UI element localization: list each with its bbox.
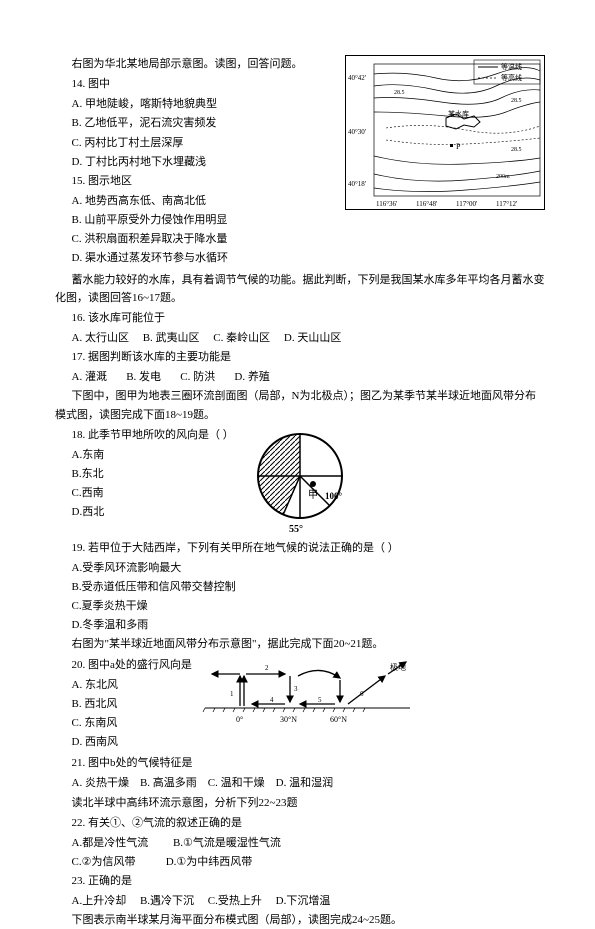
- q15-stem: 15. 图示地区: [55, 172, 325, 190]
- n1: 1: [230, 690, 234, 698]
- lat-top: 40°42': [348, 74, 366, 82]
- q21-c: C. 温和干燥: [208, 777, 265, 789]
- intro-3: 下图中，图甲为地表三圈环流剖面图（局部，N为北极点）；图乙为某季节某半球近地面风…: [55, 387, 545, 423]
- q20-d: D. 西南风: [55, 733, 545, 751]
- q21-d: D. 温和湿润: [276, 777, 333, 789]
- n2: 2: [265, 664, 269, 672]
- q23-stem: 23. 正确的是: [55, 872, 545, 890]
- q18-d: D.西北: [55, 503, 235, 521]
- q23-opts: A.上升冷却 B.遇冷下沉 C.受热上升 D.下沉增温: [55, 892, 545, 910]
- q21-stem: 21. 图中b处的气候特征是: [55, 754, 545, 772]
- q14-c: C. 丙村比丁村土层深厚: [55, 134, 325, 152]
- cv1: 28.5: [394, 90, 405, 96]
- q23-b: B.遇冷下沉: [140, 895, 194, 907]
- q19-b: B.受赤道低压带和信风带交替控制: [55, 578, 545, 596]
- q18-c: C.西南: [55, 484, 235, 502]
- q21-b: B. 高温多雨: [140, 777, 197, 789]
- q14-d: D. 丁村比丙村地下水埋藏浅: [55, 153, 325, 171]
- q23-a: A.上升冷却: [72, 895, 127, 907]
- q16-d: D. 天山山区: [284, 332, 341, 344]
- intro-2: 蓄水能力较好的水库，具有着调节气候的功能。据此判断，下列是我国某水库多年平均各月…: [55, 271, 545, 307]
- q20-stem: 20. 图中a处的盛行风向是: [55, 656, 195, 674]
- q20-a: A. 东北风: [55, 676, 195, 694]
- figure-contour-map: 等温线 等高线 40°42' 40°30' 40°18' 116°36' 116…: [345, 55, 545, 210]
- q19-stem: 19. 若甲位于大陆西岸，下列有关甲所在地气候的说法正确的是（ ）: [55, 539, 545, 557]
- q15-c: C. 洪积扇面积差异取决于降水量: [55, 230, 545, 248]
- n4: 4: [270, 696, 274, 704]
- q16-a: A. 太行山区: [72, 332, 129, 344]
- reservoir-label: 某水库: [448, 109, 469, 118]
- sixty-label: 60°N: [330, 715, 347, 724]
- q22-d: D.①为中纬西风带: [166, 856, 253, 868]
- q16-opts: A. 太行山区 B. 武夷山区 C. 秦岭山区 D. 天山山区: [55, 329, 545, 347]
- q20-b: B. 西北风: [55, 695, 195, 713]
- lon-d: 117°12': [496, 200, 517, 208]
- q21-a: A. 炎热干燥: [72, 777, 129, 789]
- legend-contour: 等高线: [501, 73, 522, 82]
- q22-b: B.①气流是暖湿性气流: [173, 837, 281, 849]
- cv2: 28.5: [511, 98, 522, 104]
- q15-b: B. 山前平原受外力侵蚀作用明显: [55, 211, 545, 229]
- n3: 3: [294, 685, 298, 693]
- q22-ab: A.都是冷性气流 B.①气流是暖湿性气流: [55, 834, 545, 852]
- q18-stem: 18. 此季节甲地所吹的风向是（ ）: [55, 426, 235, 444]
- intro-1: 右图为华北某地局部示意图。读图，回答问题。: [55, 55, 325, 73]
- angle-55: 55°: [289, 524, 303, 535]
- q14-b: B. 乙地低平，泥石流灾害频发: [55, 114, 325, 132]
- q18-b: B.东北: [55, 465, 235, 483]
- q17-a: A. 灌溉: [72, 371, 107, 383]
- cv3: 28.5: [511, 147, 522, 153]
- q17-d: D. 养殖: [234, 371, 269, 383]
- q23-d: D.下沉增温: [276, 895, 331, 907]
- q22-a: A.都是冷性气流: [72, 837, 149, 849]
- q17-opts: A. 灌溉 B. 发电 C. 防洪 D. 养殖: [55, 368, 545, 386]
- q17-b: B. 发电: [126, 371, 161, 383]
- q23-c: C.受热上升: [208, 895, 262, 907]
- q19-a: A.受季风环流影响最大: [55, 559, 545, 577]
- angle-100: 100°: [325, 491, 343, 501]
- q19-d: D.冬季温和多雨: [55, 616, 545, 634]
- figure-circle: 甲 100° 55°: [245, 426, 355, 536]
- q21-opts: A. 炎热干燥 B. 高温多雨 C. 温和干燥 D. 温和湿润: [55, 774, 545, 792]
- q17-stem: 17. 据图判断该水库的主要功能是: [55, 348, 545, 366]
- q14-stem: 14. 图中: [55, 75, 325, 93]
- q14-a: A. 甲地陡峻，喀斯特地貌典型: [55, 95, 325, 113]
- elev: 200m: [496, 174, 510, 180]
- lat-mid: 40°30': [348, 128, 366, 136]
- q18-a: A.东南: [55, 446, 235, 464]
- q22-cd: C.②为信风带 D.①为中纬西风带: [55, 853, 545, 871]
- lon-b: 116°48': [416, 200, 437, 208]
- q17-c: C. 防洪: [180, 371, 215, 383]
- intro-5: 读北半球中高纬环流示意图，分析下列22~23题: [55, 794, 545, 812]
- eq-label: 0°: [236, 715, 243, 724]
- q16-stem: 16. 该水库可能位于: [55, 309, 545, 327]
- block-circle: 甲 100° 55° 18. 此季节甲地所吹的风向是（ ） A.东南 B.东北 …: [55, 426, 545, 536]
- lat-bot: 40°18': [348, 180, 366, 188]
- q16-c: C. 秦岭山区: [213, 332, 270, 344]
- thirty-label: 30°N: [280, 715, 297, 724]
- block-cell: 0° 30°N 60°N 极地 1 2 3 4 5 6 20. 图中a处的盛行风…: [55, 656, 545, 752]
- q16-b: B. 武夷山区: [143, 332, 200, 344]
- point-p: P: [456, 142, 461, 151]
- lon-a: 116°36': [376, 200, 397, 208]
- figure-cells: 0° 30°N 60°N 极地 1 2 3 4 5 6: [200, 656, 420, 726]
- polar-label: 极地: [390, 662, 406, 672]
- intro-4: 右图为"某半球近地面风带分布示意图"，据此完成下面20~21题。: [55, 635, 545, 653]
- q19-c: C.夏季炎热干燥: [55, 597, 545, 615]
- q15-a: A. 地势西高东低、南高北低: [55, 192, 325, 210]
- q20-c: C. 东南风: [55, 714, 195, 732]
- n5: 5: [318, 696, 322, 704]
- n6: 6: [360, 690, 364, 698]
- lon-c: 117°00': [456, 200, 477, 208]
- q15-d: D. 渠水通过蒸发环节参与水循环: [55, 249, 545, 267]
- q22-stem: 22. 有关①、②气流的叙述正确的是: [55, 814, 545, 832]
- jia-label: 甲: [308, 490, 318, 501]
- block-map: 等温线 等高线 40°42' 40°30' 40°18' 116°36' 116…: [55, 55, 545, 268]
- intro-6: 下图表示南半球某月海平面分布模式图（局部），读图完成24~25题。: [55, 911, 545, 929]
- q22-c: C.②为信风带: [72, 856, 136, 868]
